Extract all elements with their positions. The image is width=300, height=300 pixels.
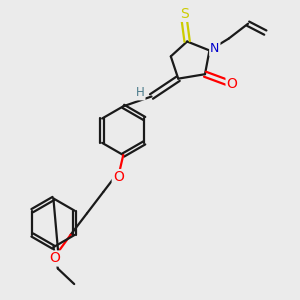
Text: O: O [50,251,61,266]
Text: O: O [226,77,238,91]
Text: O: O [113,170,124,184]
Text: H: H [136,86,145,99]
Text: N: N [210,42,220,55]
Text: S: S [180,7,189,21]
